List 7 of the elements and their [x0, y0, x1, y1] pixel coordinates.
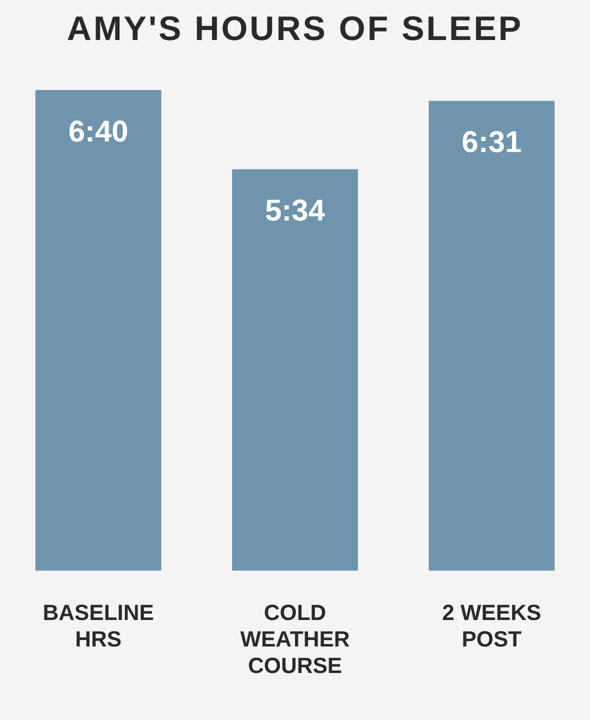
data-label: 6:40: [68, 115, 128, 148]
x-tick-label: BASELINE HRS: [42, 600, 154, 652]
data-label: 5:34: [264, 194, 326, 228]
chart-title: AMY'S HOURS OF SLEEP: [66, 9, 524, 50]
x-tick-label: COLD WEATHER COURSE: [240, 600, 350, 678]
data-label: 6:31: [462, 126, 522, 160]
x-tick-label: 2 WEEKS POST: [442, 600, 542, 652]
